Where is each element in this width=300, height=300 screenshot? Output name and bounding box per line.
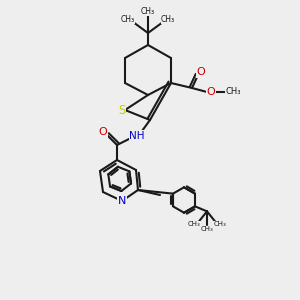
Text: O: O xyxy=(207,87,215,97)
Text: CH₃: CH₃ xyxy=(188,221,200,227)
Text: CH₃: CH₃ xyxy=(225,88,241,97)
Text: N: N xyxy=(118,196,126,206)
Text: CH₃: CH₃ xyxy=(121,14,135,23)
Text: O: O xyxy=(99,127,107,137)
Text: CH₃: CH₃ xyxy=(161,14,175,23)
Text: S: S xyxy=(118,103,126,116)
Text: O: O xyxy=(196,67,206,77)
Text: NH: NH xyxy=(129,131,145,141)
Text: CH₃: CH₃ xyxy=(201,226,213,232)
Text: CH₃: CH₃ xyxy=(214,221,226,227)
Text: CH₃: CH₃ xyxy=(141,7,155,16)
